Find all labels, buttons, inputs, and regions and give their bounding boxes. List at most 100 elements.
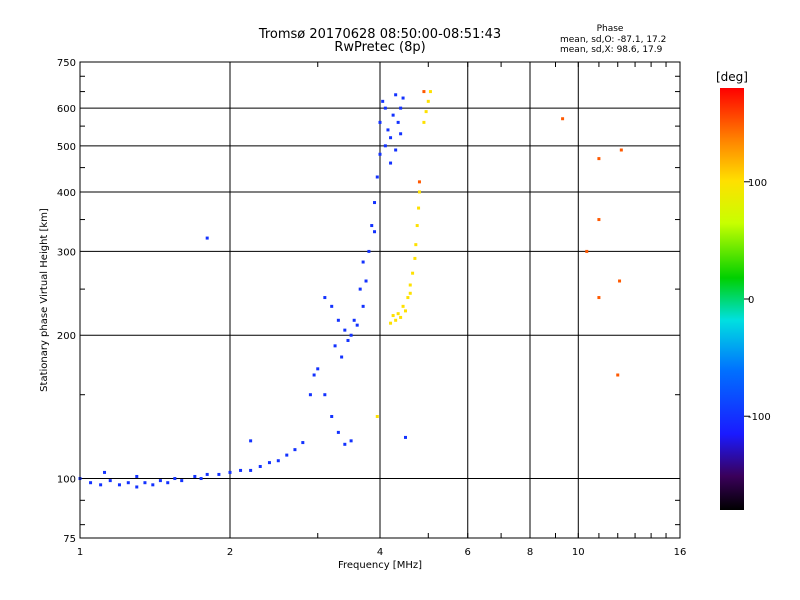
data-point — [99, 483, 103, 487]
data-point — [180, 479, 184, 483]
data-point — [228, 470, 232, 474]
data-point — [386, 128, 390, 132]
data-point — [401, 304, 405, 308]
data-point — [205, 236, 209, 240]
data-point — [383, 144, 387, 148]
data-point — [217, 472, 221, 476]
y-tick-label: 200 — [57, 331, 76, 342]
data-point — [422, 120, 426, 124]
data-point — [173, 477, 177, 481]
data-point — [403, 435, 407, 439]
data-point — [413, 256, 417, 260]
data-point — [391, 113, 395, 117]
phase-o-stats: mean, sd,O: -87.1, 17.2 — [560, 35, 667, 45]
data-point — [424, 110, 428, 114]
data-points — [78, 90, 623, 489]
data-point — [403, 309, 407, 313]
data-point — [389, 136, 393, 140]
data-point — [358, 287, 362, 291]
data-point — [108, 479, 112, 483]
data-point — [375, 414, 379, 418]
data-point — [408, 291, 412, 295]
data-point — [267, 461, 271, 465]
data-point — [391, 314, 395, 318]
data-point — [276, 459, 280, 463]
data-point — [394, 93, 398, 97]
data-point — [323, 393, 327, 397]
data-point — [336, 318, 340, 322]
y-tick-label: 300 — [57, 247, 76, 258]
data-point — [143, 481, 147, 485]
data-point — [373, 201, 377, 205]
data-point — [417, 180, 421, 184]
x-tick-label: 6 — [465, 547, 471, 558]
x-tick-label: 1 — [77, 547, 83, 558]
data-point — [249, 468, 253, 472]
data-point — [343, 328, 347, 332]
data-point — [135, 474, 139, 478]
data-point — [399, 315, 403, 319]
grid-lines — [80, 62, 680, 538]
data-point — [301, 441, 305, 445]
data-point — [89, 481, 93, 485]
data-point — [597, 157, 601, 161]
data-point — [103, 470, 107, 474]
colorbar-unit: [deg] — [716, 70, 748, 84]
data-point — [293, 448, 297, 452]
data-point — [408, 283, 412, 287]
y-tick-label: 400 — [57, 188, 76, 199]
x-axis-label: Frequency [MHz] — [338, 560, 422, 571]
data-point — [367, 249, 371, 253]
colorbar-tick-label: 0 — [748, 295, 754, 306]
data-point — [399, 132, 403, 136]
data-point — [205, 472, 209, 476]
x-tick-label: 2 — [227, 547, 233, 558]
colorbar-tick-label: -100 — [748, 412, 771, 423]
data-point — [330, 414, 334, 418]
data-point — [394, 318, 398, 322]
data-point — [117, 483, 121, 487]
data-point — [239, 468, 243, 472]
data-point — [343, 442, 347, 446]
data-point — [355, 323, 359, 327]
data-point — [193, 474, 197, 478]
data-point — [361, 260, 365, 264]
data-point — [285, 453, 289, 457]
chart-subtitle: RwPretec (8p) — [334, 40, 426, 55]
y-tick-label: 500 — [57, 142, 76, 153]
data-point — [352, 318, 356, 322]
data-point — [396, 120, 400, 124]
data-point — [135, 485, 139, 489]
colorbar-ticks: 100 0 -100 — [744, 178, 771, 423]
data-point — [561, 117, 565, 121]
data-point — [389, 161, 393, 165]
data-point — [249, 439, 253, 443]
data-point — [158, 479, 162, 483]
y-tick-label: 75 — [63, 534, 76, 545]
data-point — [323, 296, 327, 300]
data-point — [411, 271, 415, 275]
data-point — [340, 355, 344, 359]
data-point — [417, 190, 421, 194]
y-axis-label: Stationary phase Virtual Height [km] — [39, 208, 50, 392]
data-point — [349, 333, 353, 337]
data-point — [383, 106, 387, 110]
data-point — [312, 373, 316, 377]
data-point — [422, 90, 426, 94]
data-point — [199, 477, 203, 481]
data-point — [308, 393, 312, 397]
x-tick-label: 16 — [674, 547, 687, 558]
data-point — [361, 304, 365, 308]
data-point — [258, 464, 262, 468]
data-point — [349, 439, 353, 443]
data-point — [597, 218, 601, 222]
x-tick-label: 8 — [527, 547, 533, 558]
data-point — [414, 243, 418, 247]
data-point — [417, 206, 421, 210]
chart-title: Tromsø 20170628 08:50:00-08:51:43 — [258, 27, 502, 42]
data-point — [394, 148, 398, 152]
data-point — [428, 90, 432, 94]
data-point — [585, 249, 589, 253]
data-point — [618, 279, 622, 283]
data-point — [616, 373, 620, 377]
